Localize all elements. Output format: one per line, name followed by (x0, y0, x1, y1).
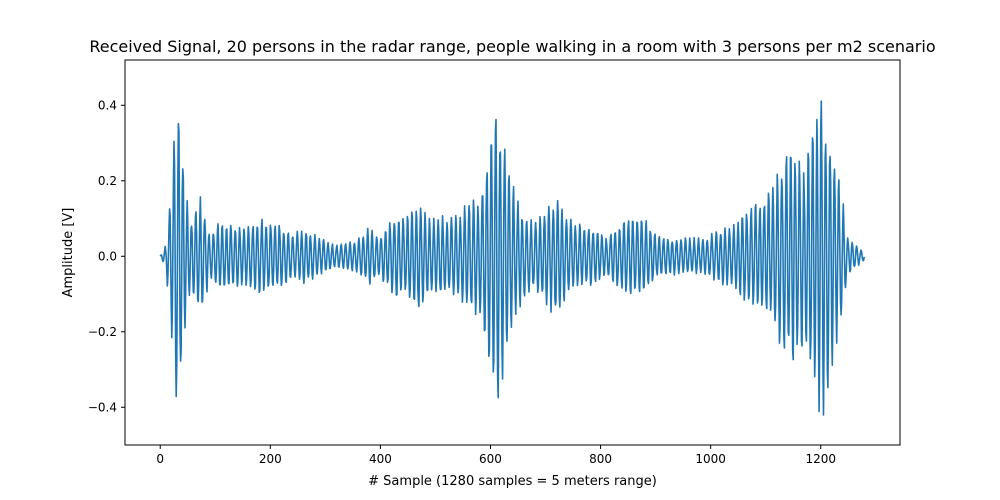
x-tick-label: 800 (589, 452, 612, 466)
y-tick-label: −0.4 (88, 400, 117, 414)
x-tick-label: 1000 (695, 452, 726, 466)
x-tick-label: 400 (369, 452, 392, 466)
y-tick-label: 0.0 (98, 249, 117, 263)
x-tick-label: 0 (156, 452, 164, 466)
y-tick-label: 0.2 (98, 174, 117, 188)
series-layer (159, 100, 866, 416)
x-tick-label: 600 (479, 452, 502, 466)
x-tick-label: 200 (259, 452, 282, 466)
x-ticks: 0 200 400 600 800 1000 1200 (156, 445, 836, 466)
y-tick-label: −0.2 (88, 325, 117, 339)
chart-title: Received Signal, 20 persons in the radar… (89, 37, 935, 56)
x-tick-label: 1200 (805, 452, 836, 466)
signal-series-line (159, 100, 866, 416)
plot-frame (124, 59, 901, 446)
y-axis-label: Amplitude [V] (61, 208, 76, 298)
y-tick-label: 0.4 (98, 98, 117, 112)
y-ticks: −0.4 −0.2 0.0 0.2 0.4 (88, 98, 125, 414)
x-axis-label: # Sample (1280 samples = 5 meters range) (368, 474, 657, 489)
